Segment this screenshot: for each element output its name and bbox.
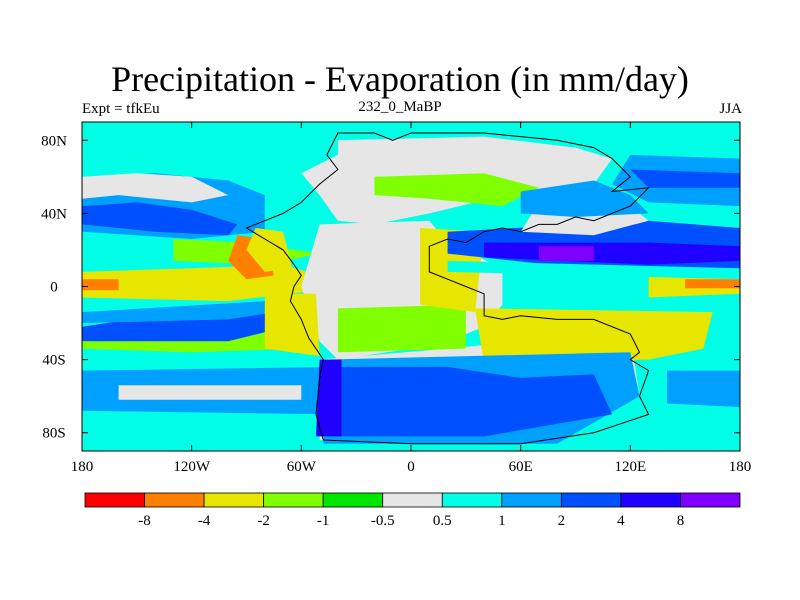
- field-region-south-mid-blue-east: [666, 370, 740, 408]
- x-tick-label: 60W: [287, 459, 317, 475]
- field-region-north-pacific-tongue: [82, 202, 238, 236]
- axes: 180 120W 60W 0 60E 120E 180 80N 40N 0 40S 80S: [41, 122, 751, 475]
- colorbar-swatch: [322, 492, 384, 508]
- field-region-antarctic-grey: [118, 385, 302, 400]
- time-label: 232_0_MaBP: [358, 99, 442, 115]
- field-region-tethys-max: [538, 246, 594, 261]
- colorbar-swatch: [680, 492, 741, 508]
- field-region-north-green-patch: [374, 173, 539, 207]
- field-region-south-trop-blue: [82, 308, 302, 345]
- colorbar-label: -1: [317, 513, 330, 529]
- x-tick-label: 180: [729, 459, 752, 475]
- colorbar-label: 0.5: [433, 513, 452, 529]
- field-region-west-pangea-yellow: [246, 228, 293, 272]
- colorbar-label: 2: [558, 513, 566, 529]
- colorbar-swatch: [144, 492, 205, 508]
- y-tick-label: 80N: [41, 133, 67, 149]
- y-tick-label: 80S: [42, 426, 65, 442]
- colorbar-swatch: [203, 492, 265, 508]
- field-region-arctic-grey-west: [82, 173, 229, 203]
- field-region-equatorial-orange-west: [82, 279, 119, 291]
- field-region-mid-tethys-blue: [520, 180, 649, 217]
- x-tick-label: 0: [407, 459, 415, 475]
- y-tick-label: 40N: [41, 206, 67, 222]
- colorbar-swatch: [501, 492, 562, 508]
- coastline-layer: [245, 132, 650, 445]
- field-region-southern-tethys-yellow: [475, 308, 713, 364]
- field-region-gondwana-dark: [337, 366, 613, 437]
- experiment-label: Expt = tfkEu: [82, 101, 160, 117]
- colorbar-label: 1: [498, 513, 506, 529]
- x-tick-label: 60E: [509, 459, 533, 475]
- colorbar-swatch: [441, 492, 503, 508]
- colorbar: -8 -4 -2 -1 -0.5 0.5 1 2 4 8: [84, 492, 741, 529]
- colorbar-label: 4: [617, 513, 625, 529]
- x-tick-label: 180: [71, 459, 94, 475]
- colorbar-label: -8: [138, 513, 151, 529]
- y-tick-label: 40S: [42, 353, 65, 369]
- field-region-gondwana-edge: [316, 359, 342, 437]
- field-region-south-trop-green: [82, 323, 302, 353]
- colorbar-swatch: [560, 492, 622, 508]
- chart-title: Precipitation - Evaporation (in mm/day): [111, 59, 689, 99]
- colorbar-swatch: [620, 492, 681, 508]
- field-layer: [82, 122, 740, 451]
- colorbar-label: -0.5: [371, 513, 395, 529]
- field-region-equatorial-orange-east: [685, 279, 740, 289]
- field-region-tethys-cyan: [447, 260, 740, 280]
- colorbar-label: -4: [198, 513, 211, 529]
- colorbar-swatch: [382, 492, 443, 508]
- x-tick-label: 120W: [173, 459, 211, 475]
- pangea-coastline: [245, 132, 650, 445]
- field-region-south-trop-light: [82, 301, 302, 324]
- field-region-sw-pangea-yellow: [264, 293, 320, 356]
- season-label: JJA: [719, 101, 742, 117]
- colorbar-swatch: [263, 492, 324, 508]
- y-tick-label: 0: [50, 280, 58, 296]
- field-region-north-east-tongue: [630, 169, 740, 188]
- colorbar-label: 8: [677, 513, 685, 529]
- colorbar-label: -2: [257, 513, 270, 529]
- field-region-south-pangea-green: [337, 304, 466, 353]
- x-tick-label: 120E: [614, 459, 646, 475]
- colorbar-swatch: [84, 492, 145, 508]
